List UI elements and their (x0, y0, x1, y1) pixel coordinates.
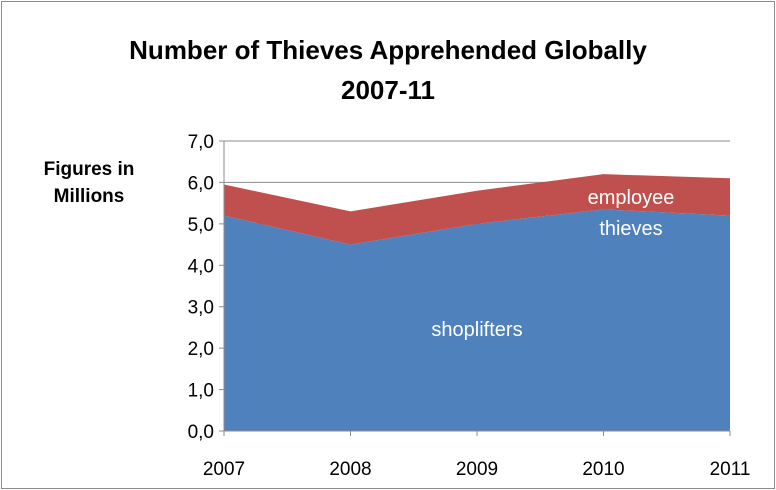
y-axis-label: Figures in Millions (30, 156, 148, 210)
y-tick-label: 4,0 (188, 256, 214, 277)
axes (219, 140, 731, 436)
series-labels: shoplifters employee thieves (431, 187, 674, 341)
y-tick-label: 6,0 (188, 173, 214, 194)
series-label-thieves: thieves (599, 218, 662, 240)
y-axis-label-line-1: Figures in (43, 159, 135, 180)
y-tick-label: 2,0 (188, 339, 214, 360)
chart-title: Number of Thieves Apprehended Globally 2… (0, 30, 776, 110)
area-series-0 (224, 209, 730, 431)
series-label-employee: employee (588, 187, 675, 209)
y-tick-label: 5,0 (188, 215, 214, 236)
area-series-1 (224, 174, 730, 245)
y-tick-labels: 0,0 1,0 2,0 3,0 4,0 5,0 6,0 7,0 (188, 132, 214, 443)
x-tick-labels: 2007 2008 2009 2010 2011 (203, 459, 751, 480)
x-tick-label: 2008 (329, 459, 371, 480)
x-tick-label: 2009 (456, 459, 498, 480)
y-tick-label: 0,0 (188, 422, 214, 443)
y-tick-label: 3,0 (188, 298, 214, 319)
chart-title-line-1: Number of Thieves Apprehended Globally (129, 35, 647, 65)
area-series (224, 174, 730, 431)
x-tick-label: 2007 (203, 459, 245, 480)
chart-title-line-2: 2007-11 (341, 75, 435, 105)
series-label-shoplifters: shoplifters (431, 319, 522, 341)
x-tick-label: 2011 (710, 459, 751, 480)
y-axis-label-line-2: Millions (53, 186, 125, 207)
y-tick-label: 1,0 (188, 381, 214, 402)
x-tick-label: 2010 (582, 459, 624, 480)
y-tick-label: 7,0 (188, 132, 214, 153)
